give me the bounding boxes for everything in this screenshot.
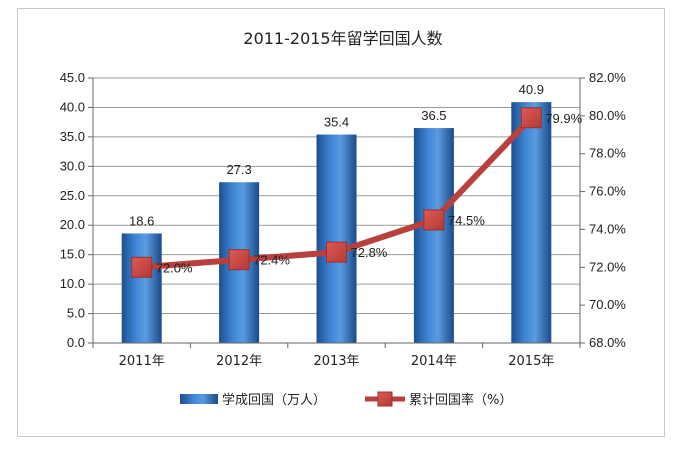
line-marker: [228, 249, 250, 271]
line-series: [131, 107, 542, 278]
legend-line-marker: [377, 391, 393, 407]
axes: 0.0 5.0 10.0 15.0 20.0 25.0 30.0 35.0 40.0 45.0 68…: [60, 70, 627, 369]
line-marker: [326, 241, 347, 263]
legend-bar-label: 学成回国（万人）: [222, 392, 326, 408]
bar-data-label: 18.6: [129, 213, 154, 228]
y-left-tick-label: 40.0: [60, 99, 85, 114]
bar: [316, 134, 357, 343]
bar-data-label: 35.4: [324, 115, 349, 130]
x-tick-label: 2014年: [411, 354, 457, 369]
y-left-tick-label: 35.0: [60, 129, 85, 144]
line-marker: [131, 256, 153, 278]
data-labels: 18.6 27.3 35.4 36.5 40.9 72.0% 72.4% 72.8% 74.5%…: [129, 82, 583, 275]
y-left-tick-label: 10.0: [60, 276, 85, 291]
bar: [121, 233, 162, 343]
line-data-label: 79.9%: [545, 111, 582, 126]
bar: [413, 128, 454, 343]
line-marker: [423, 209, 445, 231]
y-right-tick-label: 80.0%: [589, 108, 626, 123]
y-left-tick-label: 20.0: [60, 217, 85, 232]
y-right-tick-label: 76.0%: [589, 184, 626, 199]
legend-bar-swatch: [180, 394, 218, 404]
legend: 学成回国（万人） 累计回国率（%）: [180, 391, 512, 408]
y-left-tick-label: 25.0: [60, 188, 85, 203]
chart-title: 2011-2015年留学回国人数: [243, 29, 442, 48]
y-right-tick-label: 74.0%: [589, 221, 626, 236]
y-right-tick-label: 72.0%: [589, 259, 626, 274]
x-tick-label: 2015年: [508, 354, 554, 369]
y-left-tick-label: 0.0: [67, 335, 85, 350]
bar-data-label: 40.9: [519, 82, 544, 97]
line-data-label: 72.4%: [253, 253, 290, 268]
y-left-tick-label: 30.0: [60, 158, 85, 173]
y-right-tick-label: 68.0%: [589, 335, 626, 350]
y-left-tick-label: 5.0: [67, 306, 85, 321]
line-data-label: 72.0%: [156, 260, 193, 275]
x-tick-label: 2012年: [216, 354, 262, 369]
y-right-tick-label: 82.0%: [589, 70, 626, 85]
bar: [511, 102, 552, 344]
line-data-label: 72.8%: [351, 245, 388, 260]
y-right-tick-label: 78.0%: [589, 146, 626, 161]
x-tick-label: 2013年: [313, 354, 359, 369]
line-data-label: 74.5%: [448, 213, 485, 228]
y-right-tick-label: 70.0%: [589, 297, 626, 312]
bar-data-label: 27.3: [226, 162, 251, 177]
x-tick-label: 2011年: [119, 354, 165, 369]
line-marker: [520, 107, 542, 129]
y-left-tick-label: 45.0: [60, 70, 85, 85]
bar-series: [121, 102, 552, 344]
bar-data-label: 36.5: [421, 108, 446, 123]
legend-line-label: 累计回国率（%）: [409, 392, 512, 408]
y-left-tick-label: 15.0: [60, 247, 85, 262]
